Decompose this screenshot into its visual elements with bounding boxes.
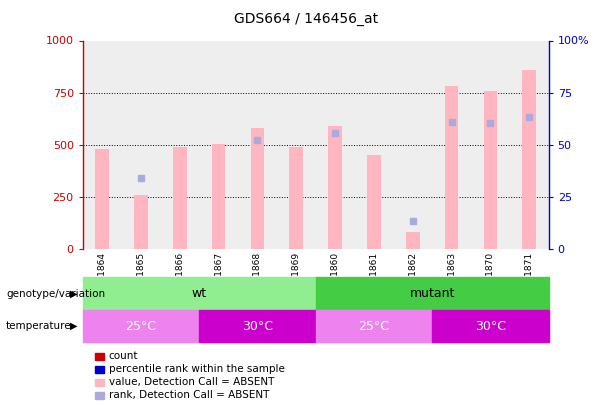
Text: percentile rank within the sample: percentile rank within the sample (109, 364, 284, 374)
Bar (199, 310, 316, 342)
Text: ▶: ▶ (70, 321, 77, 331)
Bar (367, 155, 381, 249)
Bar (432, 310, 549, 342)
Bar (406, 232, 419, 249)
Text: 25°C: 25°C (126, 320, 156, 333)
Text: value, Detection Call = ABSENT: value, Detection Call = ABSENT (109, 377, 274, 387)
Text: 30°C: 30°C (475, 320, 506, 333)
Bar (134, 195, 148, 249)
Bar (484, 91, 497, 249)
Text: 30°C: 30°C (242, 320, 273, 333)
Bar (522, 70, 536, 249)
Bar (289, 147, 303, 249)
Text: GDS664 / 146456_at: GDS664 / 146456_at (234, 12, 379, 26)
Text: rank, Detection Call = ABSENT: rank, Detection Call = ABSENT (109, 390, 269, 400)
Text: genotype/variation: genotype/variation (6, 289, 105, 298)
Bar (329, 126, 342, 249)
Text: 25°C: 25°C (359, 320, 389, 333)
Bar (251, 128, 264, 249)
Bar (83, 310, 199, 342)
Bar (96, 149, 109, 249)
Bar (316, 277, 549, 310)
Bar (173, 147, 186, 249)
Bar (83, 277, 316, 310)
Bar (445, 86, 459, 249)
Bar (212, 144, 226, 249)
Text: count: count (109, 352, 138, 361)
Bar (316, 310, 432, 342)
Text: ▶: ▶ (70, 289, 77, 298)
Text: wt: wt (192, 287, 207, 300)
Text: mutant: mutant (409, 287, 455, 300)
Text: temperature: temperature (6, 321, 72, 331)
